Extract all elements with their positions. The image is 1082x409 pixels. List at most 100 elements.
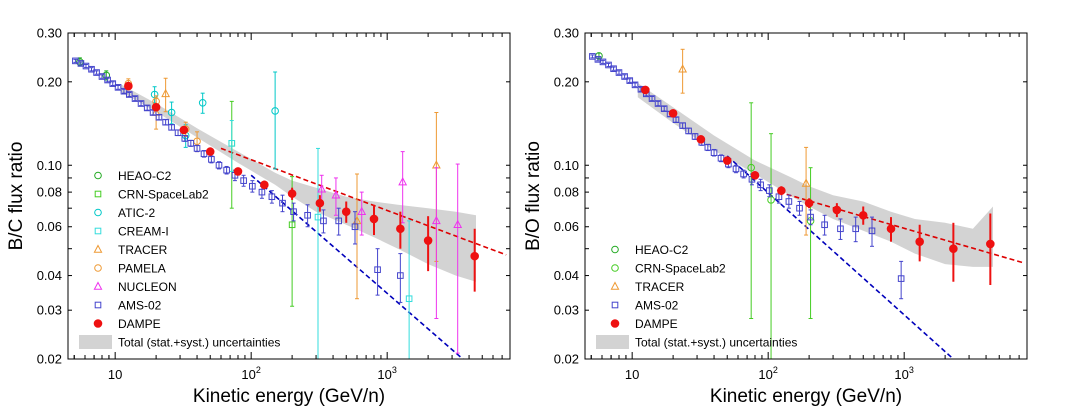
legend-band-swatch [79, 335, 112, 349]
legend-marker [611, 301, 619, 309]
data-point [109, 80, 117, 87]
legend: HEAO-C2 CRN-SpaceLab2 ATIC-2 CREAM-I TRACER P… [79, 169, 280, 350]
data-point [631, 81, 639, 89]
data-point [785, 198, 793, 205]
legend-label: TRACER [635, 280, 685, 294]
data-point [208, 156, 215, 163]
legend-marker [93, 244, 103, 253]
data-point [777, 186, 786, 195]
y-axis-title: B/C flux ratio [6, 142, 27, 251]
data-point [314, 213, 322, 221]
y-tick-label: 0.30 [554, 26, 579, 41]
data-point [137, 100, 145, 107]
chart-panel-1: 10 102 103 0.02 0.03 0.04 0.06 0.08 0.10 0.20 0.30… [6, 26, 511, 407]
data-point [198, 98, 207, 107]
data-point [610, 65, 617, 73]
x-axis-title: Kinetic energy (GeV/n) [710, 386, 902, 407]
uncertainty-band [637, 83, 993, 267]
data-point [648, 95, 656, 102]
data-point [260, 180, 269, 190]
data-point [796, 204, 803, 212]
y-tick-label: 0.04 [554, 268, 579, 283]
y-tick-label: 0.08 [554, 185, 579, 200]
series-dampe [124, 81, 479, 292]
data-point [654, 100, 662, 107]
legend-label: CREAM-I [118, 225, 169, 239]
legend-label: DAMPE [118, 317, 161, 331]
y-tick-label: 0.06 [37, 219, 62, 234]
data-point [986, 239, 995, 249]
data-point [187, 140, 195, 147]
data-point [228, 140, 236, 147]
x-tick-label: 103 [894, 365, 913, 382]
data-point [852, 225, 859, 233]
data-point [858, 210, 868, 220]
data-point [369, 214, 379, 224]
y-tick-label: 0.08 [37, 185, 62, 200]
data-point [672, 116, 680, 123]
legend-label: CRN-SpaceLab2 [118, 188, 209, 202]
data-point [704, 144, 712, 151]
y-tick-label: 0.03 [554, 303, 579, 318]
data-point [405, 295, 413, 303]
data-point [868, 227, 876, 235]
legend-marker [94, 208, 102, 217]
legend-label: Total (stat.+syst.) uncertainties [635, 336, 797, 350]
data-point [193, 145, 201, 152]
data-point [397, 272, 404, 279]
legend-marker [94, 190, 102, 198]
data-point [114, 84, 122, 91]
fit-line-red [778, 191, 1024, 264]
legend-label: Total (stat.+syst.) uncertainties [118, 336, 280, 350]
legend-marker [94, 264, 102, 272]
data-point [288, 221, 296, 229]
data-point [470, 251, 479, 261]
data-point [747, 163, 755, 172]
legend-label: HEAO-C2 [118, 169, 172, 183]
data-point [249, 182, 256, 190]
data-point [155, 113, 163, 121]
data-point [233, 167, 243, 176]
legend-label: CRN-SpaceLab2 [635, 262, 726, 276]
y-tick-label: 0.20 [37, 74, 62, 89]
data-point [287, 189, 297, 198]
legend-marker [93, 319, 103, 328]
series-dampe [641, 85, 995, 285]
data-point [104, 76, 111, 84]
data-point [398, 176, 408, 186]
data-point [626, 77, 634, 84]
data-point [732, 165, 740, 173]
data-point [685, 127, 692, 135]
legend-marker [94, 171, 102, 180]
data-point [205, 147, 215, 156]
data-point [807, 213, 814, 221]
data-point [258, 188, 266, 196]
data-point [766, 187, 773, 194]
plot-frame [67, 32, 511, 360]
legend-label: HEAO-C2 [635, 243, 689, 257]
data-point [757, 181, 764, 189]
data-point [341, 207, 351, 216]
data-point [668, 108, 678, 118]
legend-label: AMS-02 [635, 299, 679, 313]
legend-band-swatch [596, 335, 629, 349]
data-point [279, 199, 286, 207]
data-point [897, 275, 905, 282]
data-point [801, 178, 811, 187]
legend: HEAO-C2 CRN-SpaceLab2 TRACER AMS-02 DAMPE Tot… [596, 243, 797, 350]
x-tick-label: 102 [241, 365, 260, 382]
data-point [240, 177, 247, 184]
data-point [621, 73, 628, 80]
data-point [453, 219, 463, 229]
data-point [832, 205, 842, 215]
y-axis-title: B/O flux ratio [523, 141, 544, 251]
y-tick-label: 0.10 [37, 158, 62, 173]
data-point [423, 236, 433, 245]
legend-marker [610, 319, 620, 328]
fit-line-red [220, 147, 507, 256]
data-point [181, 135, 189, 142]
data-point [93, 69, 100, 76]
legend-marker [611, 264, 619, 272]
legend-marker [94, 227, 102, 235]
data-point [374, 266, 381, 273]
